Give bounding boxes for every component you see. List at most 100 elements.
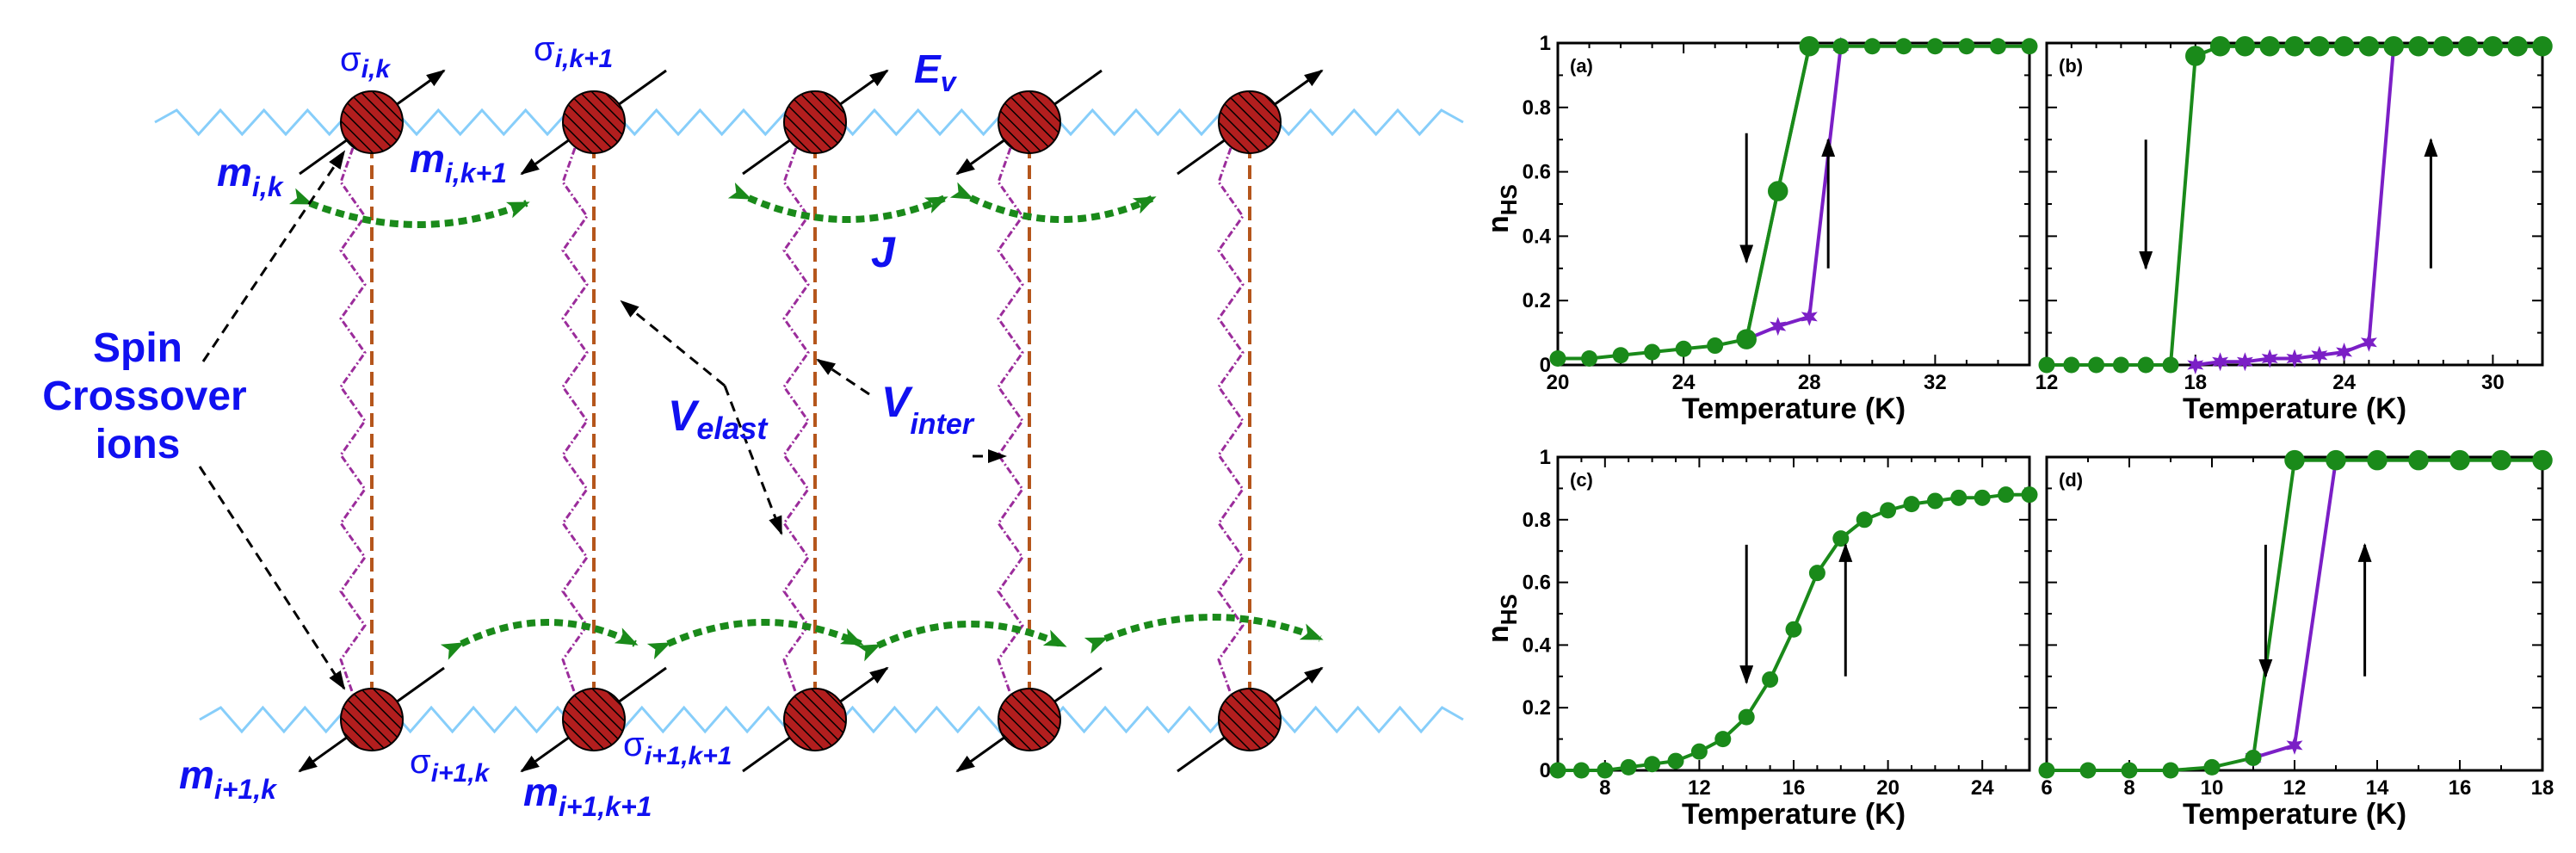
series-line <box>1745 46 1843 341</box>
x-tick-label: 24 <box>2332 371 2356 394</box>
data-point <box>1856 511 1873 528</box>
data-point <box>1801 38 1818 55</box>
x-tick-label: 12 <box>2035 371 2059 394</box>
label-sigma-i-k: σi,k <box>340 40 391 83</box>
data-point <box>1549 762 1566 779</box>
vertical-elastic-spring <box>782 147 810 695</box>
data-point <box>2534 38 2551 55</box>
data-point <box>1644 343 1661 361</box>
exchange-arrow <box>646 619 864 660</box>
data-point <box>2112 356 2129 374</box>
y-tick-label: 0 <box>1540 354 1551 377</box>
x-tick-label: 18 <box>2184 371 2207 394</box>
data-point <box>2493 452 2510 469</box>
vertical-elastic-spring <box>997 147 1024 695</box>
x-tick-label: 24 <box>1672 371 1696 394</box>
data-point <box>2261 38 2278 55</box>
data-point <box>2021 486 2038 504</box>
data-point <box>2360 332 2377 352</box>
data-point <box>1998 486 2015 504</box>
data-point <box>1707 337 1724 355</box>
data-point <box>2162 356 2179 374</box>
chart-panel: 6 8 10 12 14 16 18 Temperature (K) (d) <box>2038 449 2554 831</box>
spin-crossover-ion <box>783 90 847 154</box>
x-axis-title: Temperature (K) <box>2183 393 2406 425</box>
data-point <box>1675 340 1692 357</box>
spin-crossover-ion <box>340 688 404 751</box>
x-axis-title: Temperature (K) <box>2183 798 2406 831</box>
data-point <box>2187 47 2204 65</box>
x-tick-label: 28 <box>1798 371 1821 394</box>
x-tick-label: 10 <box>2201 776 2224 800</box>
data-point <box>2311 345 2328 365</box>
schematic-labels: σi,k σi,k+1 Ev mi,k mi,k+1 J Spin Crosso… <box>42 30 975 822</box>
panel-label: (d) <box>2059 469 2083 491</box>
data-point <box>2286 349 2303 368</box>
pointer-arrow <box>723 385 783 535</box>
y-tick-label: 0.2 <box>1523 289 1551 312</box>
data-point <box>2203 758 2221 776</box>
series-line <box>1558 44 2029 361</box>
exchange-arrow <box>1084 614 1324 654</box>
data-point <box>2245 749 2262 766</box>
data-point <box>2360 38 2377 55</box>
data-point <box>1770 182 1787 200</box>
spin-crossover-schematic <box>154 69 1464 773</box>
pointer-arrow <box>816 358 870 396</box>
chart-panel: 8 12 16 20 24 0 0.2 0.4 0.6 0.8 1 Temperature (K) nH… <box>1482 446 2038 831</box>
spin-crossover-ion <box>340 90 404 154</box>
data-point <box>1738 708 1755 726</box>
y-tick-label: 0.2 <box>1523 696 1551 720</box>
panel-label: (a) <box>1570 55 1593 77</box>
data-point <box>1644 756 1661 773</box>
data-point <box>2286 38 2303 55</box>
y-axis-title: nHS <box>1482 594 1522 643</box>
data-point <box>2121 762 2138 779</box>
data-point <box>2311 38 2328 55</box>
y-tick-label: 0 <box>1540 759 1551 782</box>
data-point <box>2286 452 2303 469</box>
label-v-inter: Vinter <box>881 378 975 441</box>
plot-frame <box>1556 41 2031 367</box>
data-point <box>1612 347 1629 364</box>
panel-label: (b) <box>2059 55 2083 77</box>
data-point <box>1581 350 1598 368</box>
data-point <box>2038 356 2055 374</box>
data-point <box>1762 671 1779 688</box>
y-tick-label: 0.4 <box>1523 634 1552 657</box>
data-point <box>2137 356 2154 374</box>
data-point <box>2369 452 2386 469</box>
data-point <box>1785 621 1802 638</box>
y-tick-label: 0.8 <box>1523 509 1551 532</box>
chart-panel: 12 18 24 30 Temperature (K) (b) <box>2035 35 2553 425</box>
data-point <box>2212 38 2229 55</box>
x-tick-label: 14 <box>2366 776 2389 800</box>
spin-crossover-ion <box>783 688 847 751</box>
panel-label: (c) <box>1570 469 1593 491</box>
x-tick-label: 20 <box>1547 371 1570 394</box>
exchange-arrow <box>727 182 948 223</box>
label-sigma-i1-k: σi+1,k <box>410 743 491 788</box>
exchange-arrow <box>440 619 639 660</box>
data-point <box>1926 492 1943 510</box>
data-point <box>2088 356 2105 374</box>
spin-crossover-ion <box>562 688 626 751</box>
y-axis-title: nHS <box>1482 184 1522 233</box>
data-point <box>2534 452 2551 469</box>
x-tick-label: 8 <box>2123 776 2134 800</box>
pointer-arrow <box>620 300 726 387</box>
data-point <box>1738 331 1755 348</box>
y-tick-label: 0.6 <box>1523 161 1551 184</box>
pointer-arrow <box>201 150 346 362</box>
data-point <box>1572 762 1590 779</box>
x-tick-label: 18 <box>2531 776 2554 800</box>
data-point <box>2327 452 2344 469</box>
data-point <box>2460 38 2477 55</box>
data-point <box>2162 762 2179 779</box>
exchange-arrow <box>949 182 1157 223</box>
label-ions: ions <box>96 422 181 467</box>
data-point <box>2385 38 2402 55</box>
x-tick-label: 12 <box>1688 776 1711 800</box>
y-tick-label: 1 <box>1540 32 1551 55</box>
